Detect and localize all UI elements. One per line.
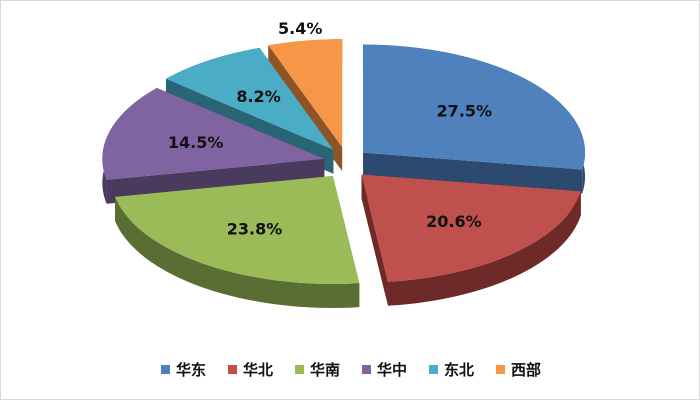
legend-swatch [294,365,304,374]
legend-label: 华北 [242,361,273,379]
slice-side-华东 [363,152,583,194]
data-label: 20.6% [426,212,482,231]
legend-label: 华东 [175,361,206,379]
legend-item: 华北 [227,359,273,380]
legend-label: 华中 [377,361,408,379]
legend-swatch [227,365,237,374]
legend-swatch [160,365,170,374]
data-label: 14.5% [168,133,224,152]
legend-label: 华南 [309,361,340,379]
legend: 华东 华北 华南 华中 东北 西部 [1,359,699,380]
legend-swatch [429,365,439,374]
slice-华东[interactable] [363,44,586,170]
legend-item: 华东 [160,359,206,380]
legend-label: 西部 [511,361,542,379]
data-label: 5.4% [278,19,322,38]
slice-华中[interactable] [102,87,325,180]
slice-wall-华南 [115,196,360,308]
slice-side-华北 [361,174,388,306]
slice-西部[interactable] [268,39,343,148]
legend-swatch [362,365,371,374]
slice-华南[interactable] [115,175,360,284]
legend-item: 华中 [362,359,407,380]
legend-item: 东北 [429,359,474,380]
legend-label: 东北 [444,361,475,379]
data-label: 23.8% [227,219,283,238]
legend-swatch [496,365,506,374]
slice-东北[interactable] [165,47,334,150]
data-label: 8.2% [236,87,280,106]
legend-item: 华南 [294,359,340,380]
data-label: 27.5% [437,102,493,121]
legend-item: 西部 [496,359,541,380]
slice-华北[interactable] [361,174,581,282]
slice-wall-华北 [387,191,581,306]
